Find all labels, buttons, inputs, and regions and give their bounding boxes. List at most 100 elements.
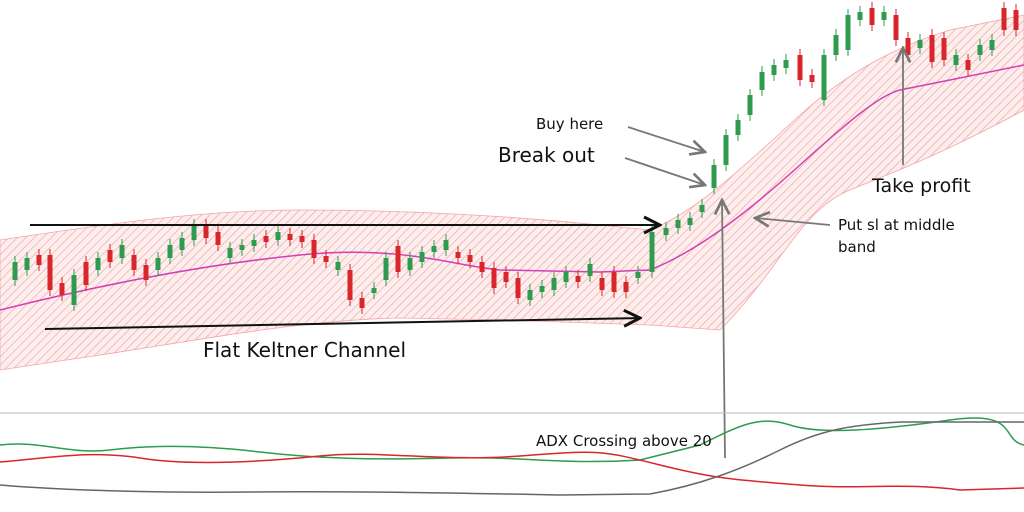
candle: [335, 262, 341, 270]
candle: [599, 278, 605, 290]
candles: [12, 2, 1019, 314]
buy-here-label: Buy here: [536, 115, 603, 133]
stop-loss-label: Put sl at middle: [838, 216, 955, 234]
candle: [491, 268, 497, 288]
candle: [431, 246, 437, 252]
candle: [1013, 10, 1019, 30]
candle: [989, 40, 995, 50]
candle: [155, 258, 161, 270]
candle: [735, 120, 741, 135]
candle: [24, 258, 30, 270]
keltner-band: [0, 14, 1024, 371]
candle: [649, 232, 655, 272]
candle: [623, 282, 629, 292]
adx-minus: [0, 451, 1024, 491]
candle: [36, 255, 42, 265]
candle: [215, 232, 221, 245]
candle: [251, 240, 257, 246]
candle: [419, 252, 425, 262]
candle: [323, 256, 329, 262]
candle: [143, 265, 149, 280]
candle: [167, 245, 173, 258]
candle: [699, 205, 705, 212]
candle: [809, 75, 815, 82]
candle: [203, 225, 209, 238]
candle: [479, 262, 485, 272]
candle: [455, 252, 461, 258]
candle: [893, 15, 899, 40]
candle: [917, 40, 923, 48]
candle: [107, 250, 113, 262]
candle: [869, 8, 875, 25]
candle: [759, 72, 765, 90]
candle: [723, 135, 729, 165]
candle: [12, 262, 18, 280]
candle: [527, 290, 533, 300]
candle: [347, 270, 353, 300]
candle: [407, 258, 413, 270]
break-out-label: Break out: [498, 143, 595, 167]
candle: [371, 288, 377, 293]
candle: [635, 272, 641, 278]
candle: [263, 236, 269, 242]
stop-loss-label: band: [838, 238, 876, 256]
candle: [311, 240, 317, 258]
candle: [965, 60, 971, 70]
candle: [953, 55, 959, 65]
candle: [467, 255, 473, 262]
candle: [239, 245, 245, 250]
candle: [395, 246, 401, 272]
candle: [191, 225, 197, 240]
candle: [275, 232, 281, 240]
candle: [747, 95, 753, 115]
candle: [821, 55, 827, 100]
candle: [539, 286, 545, 292]
candle: [443, 240, 449, 250]
candle: [119, 245, 125, 258]
candle: [833, 35, 839, 55]
candle: [359, 298, 365, 308]
adx-arrow: [722, 200, 725, 459]
candle: [299, 236, 305, 242]
candle: [687, 218, 693, 225]
candle: [515, 278, 521, 298]
support-arrow: [44, 318, 640, 330]
candle: [47, 255, 53, 290]
candle: [905, 38, 911, 55]
adx-label: ADX Crossing above 20: [536, 432, 712, 450]
candle: [797, 55, 803, 80]
candle: [71, 275, 77, 305]
candle: [551, 278, 557, 290]
candle: [771, 65, 777, 75]
candle: [503, 272, 509, 282]
candle: [857, 12, 863, 20]
candle: [675, 220, 681, 228]
sl-arrow: [755, 218, 831, 225]
candle: [783, 60, 789, 68]
candle: [941, 38, 947, 60]
candle: [929, 35, 935, 62]
candle: [663, 228, 669, 235]
candle: [59, 283, 65, 295]
candle: [711, 165, 717, 188]
candle: [977, 45, 983, 55]
candle: [587, 264, 593, 276]
candle: [95, 258, 101, 270]
flat-channel-label: Flat Keltner Channel: [203, 338, 406, 362]
candle: [575, 276, 581, 282]
candle: [383, 258, 389, 280]
candle: [881, 12, 887, 20]
candle: [227, 248, 233, 258]
candle: [563, 272, 569, 282]
take-profit-label: Take profit: [871, 175, 971, 197]
adx-line: [0, 421, 1024, 496]
candle: [179, 238, 185, 250]
candle: [1001, 8, 1007, 30]
candle: [131, 255, 137, 270]
candle: [611, 272, 617, 292]
candle: [845, 15, 851, 50]
breakout-arrow: [624, 157, 705, 185]
buy-arrow: [627, 126, 705, 152]
adx-plus: [0, 417, 1024, 463]
